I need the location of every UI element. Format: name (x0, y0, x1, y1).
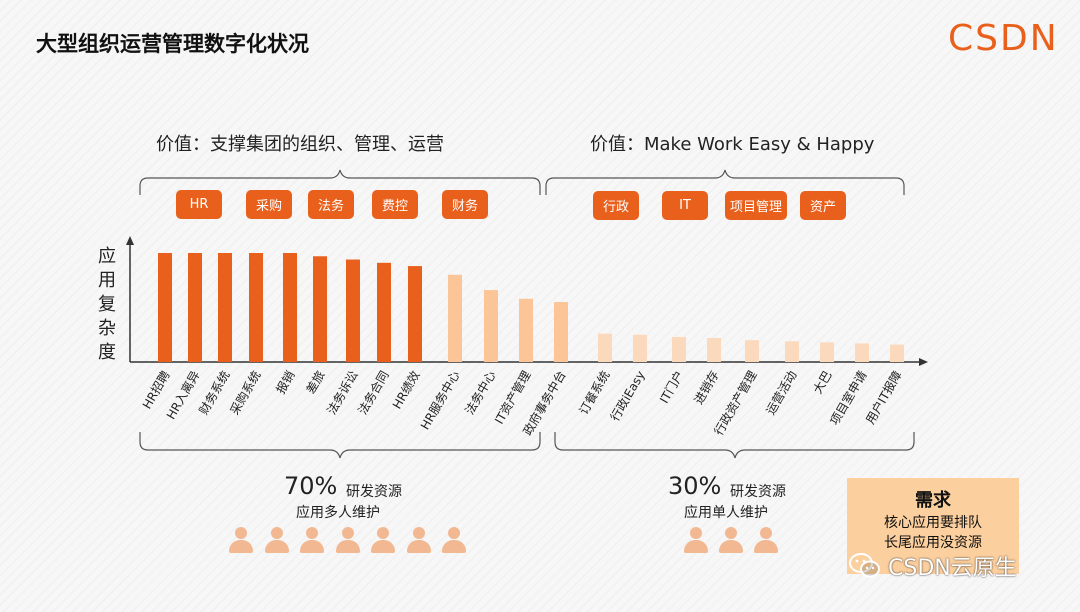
bar-21 (890, 344, 904, 362)
person-icon (684, 527, 708, 553)
bar-8 (408, 266, 422, 362)
x-tick-label-15: IT门户 (656, 368, 686, 406)
share-right-percent: 30% (668, 472, 722, 500)
tag-legal: 法务 (308, 190, 354, 219)
bar-12 (554, 302, 568, 362)
tag-expense: 费控 (372, 190, 418, 219)
bar-1 (188, 253, 202, 362)
x-tick-label-10: 法务中心 (462, 368, 499, 417)
slide-title: 大型组织运营管理数字化状况 (36, 32, 309, 56)
bar-2 (218, 253, 232, 362)
need-box: 需求 核心应用要排队 长尾应用没资源 (847, 478, 1019, 574)
bar-10 (484, 290, 498, 362)
bar-20 (855, 343, 869, 362)
bar-13 (598, 333, 612, 362)
wechat-watermark: CSDN云原生 (848, 550, 1017, 582)
tag-procurement: 采购 (246, 190, 292, 219)
y-axis-label-char: 杂 (98, 318, 116, 339)
bar-14 (633, 334, 647, 362)
value-left-title: 价值：支撑集团的组织、管理、运营 (156, 134, 444, 155)
x-tick-label-8: HR绩效 (389, 368, 423, 411)
person-icon (335, 527, 360, 553)
bar-7 (377, 262, 391, 362)
person-icon (229, 527, 253, 553)
x-axis-arrow (919, 358, 928, 366)
bar-4 (283, 253, 297, 362)
share-left-percent: 70% (284, 472, 338, 500)
brace-top-right (545, 169, 905, 195)
y-axis-arrow (126, 236, 134, 245)
bar-0 (158, 253, 172, 362)
bar-3 (249, 253, 263, 362)
y-axis-label-char: 复 (98, 294, 116, 315)
need-line-1: 核心应用要排队 (884, 515, 982, 531)
person-icon (300, 527, 324, 553)
brace-bottom-right (554, 432, 915, 459)
need-title: 需求 (915, 490, 951, 511)
x-tick-label-13: 订餐系统 (576, 368, 613, 417)
person-icon (406, 527, 431, 553)
wechat-label: CSDN云原生 (888, 556, 1017, 581)
bar-16 (707, 338, 721, 362)
bar-17 (745, 340, 759, 362)
share-left-sub: 应用多人维护 (296, 505, 380, 521)
share-right-sub: 应用单人维护 (684, 505, 768, 521)
y-axis-label-char: 用 (98, 270, 116, 291)
bar-15 (672, 336, 686, 362)
tag-finance: 财务 (442, 190, 488, 219)
bar-9 (448, 274, 462, 362)
bar-11 (519, 298, 533, 362)
x-tick-label-16: 进销存 (691, 369, 721, 407)
tag-admin: 行政 (593, 191, 639, 220)
x-tick-label-18: 运营活动 (763, 369, 799, 418)
value-right-title: 价值：Make Work Easy & Happy (590, 134, 875, 155)
person-icon (719, 527, 743, 553)
tag-assets: 资产 (800, 191, 846, 220)
csdn-logo: CSDN (948, 18, 1059, 59)
bar-19 (820, 342, 834, 362)
need-line-2: 长尾应用没资源 (884, 535, 982, 551)
person-icon (754, 527, 778, 553)
x-tick-label-9: HR服务中心 (417, 368, 463, 432)
x-tick-label-0: HR招聘 (140, 369, 173, 412)
tag-it: IT (662, 191, 708, 220)
x-tick-label-4: 报销 (273, 368, 298, 396)
person-icon (264, 527, 289, 553)
bar-6 (346, 259, 360, 362)
brace-top-left (139, 169, 541, 195)
share-right-label: 研发资源 (730, 484, 786, 500)
bar-18 (785, 341, 799, 362)
x-tick-label-14: 行政iEasy (608, 369, 648, 424)
tag-hr: HR (176, 190, 222, 219)
y-axis-label-char: 度 (98, 342, 116, 363)
tag-project-management: 项目管理 (725, 191, 787, 220)
share-left-label: 研发资源 (346, 484, 402, 500)
y-axis-label-char: 应 (98, 246, 116, 267)
wechat-icon (849, 553, 880, 578)
x-tick-label-19: 大巴 (810, 369, 834, 397)
brace-bottom-left (139, 432, 541, 459)
x-tick-label-5: 差旅 (303, 369, 327, 397)
bar-5 (313, 256, 327, 362)
person-icon (371, 527, 395, 553)
person-icon (442, 527, 466, 553)
